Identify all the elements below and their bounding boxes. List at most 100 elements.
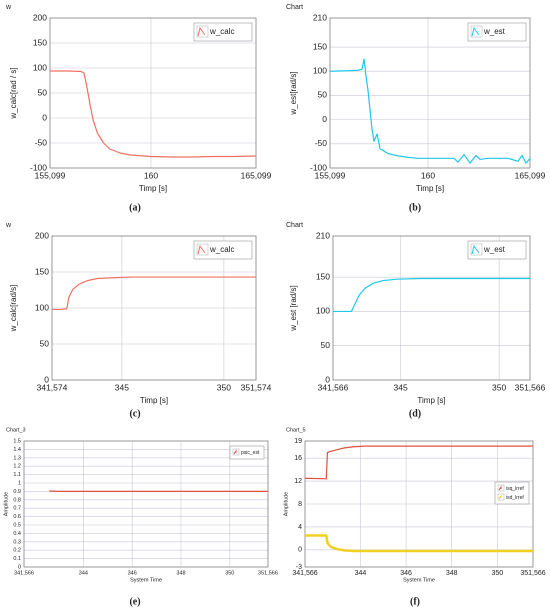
legend-label: w_est bbox=[483, 27, 506, 36]
y-tick-label: 0.4 bbox=[13, 531, 21, 537]
x-axis-label: Timp [s] bbox=[139, 184, 167, 193]
chart-panel: Chart_5 -3 0 4 8 12 16 19 341,566 344 346 348 350 351… bbox=[283, 427, 545, 607]
x-tick-label: 351,566 bbox=[258, 570, 278, 576]
x-tick-label: 155,099 bbox=[315, 170, 346, 180]
y-tick-label: 210 bbox=[313, 12, 327, 22]
chart-title: Chart_3 bbox=[6, 427, 26, 433]
y-tick-label: 50 bbox=[40, 338, 50, 348]
panel-caption: (b) bbox=[409, 202, 421, 213]
panel-caption: (a) bbox=[129, 202, 141, 213]
y-tick-label: 150 bbox=[33, 37, 47, 47]
chart-title: Chart bbox=[286, 222, 303, 229]
y-tick-label: 1.3 bbox=[13, 455, 21, 461]
legend-swatch bbox=[498, 494, 502, 500]
y-tick-label: 19 bbox=[294, 438, 302, 445]
y-tick-label: 0.7 bbox=[13, 506, 21, 512]
x-tick-label: 350 bbox=[225, 570, 234, 576]
legend: w_calc bbox=[193, 22, 253, 42]
x-tick-label: 350 bbox=[492, 382, 506, 392]
x-axis-label: Timp [s] bbox=[140, 396, 168, 405]
y-tick-label: 0.2 bbox=[13, 548, 21, 554]
legend: isq_lrref isd_lrref bbox=[494, 481, 530, 505]
x-tick-label: 345 bbox=[394, 382, 408, 392]
y-tick-label: 1.4 bbox=[13, 447, 21, 453]
x-axis-label: System Time bbox=[130, 577, 162, 583]
legend-label: psic_est bbox=[241, 450, 260, 456]
y-tick-label: 8 bbox=[298, 501, 302, 508]
y-tick-label: 210 bbox=[316, 230, 330, 240]
panel-caption: (d) bbox=[409, 408, 421, 419]
plot-frame bbox=[329, 17, 531, 169]
y-tick-label: 100 bbox=[33, 62, 47, 72]
y-tick-label: 0 bbox=[42, 112, 47, 122]
chart-title: w bbox=[5, 222, 12, 229]
series-line bbox=[304, 445, 533, 480]
legend-box bbox=[467, 22, 527, 42]
y-axis-label: Amplitude bbox=[283, 492, 289, 516]
y-tick-label: 1.5 bbox=[13, 438, 21, 444]
x-tick-label: 344 bbox=[355, 570, 367, 577]
x-tick-label: 160 bbox=[144, 170, 158, 180]
legend-swatch bbox=[197, 244, 206, 255]
x-tick-label: 341,566 bbox=[14, 570, 34, 576]
x-tick-label: 351,566 bbox=[520, 570, 545, 577]
x-tick-label: 351,574 bbox=[241, 382, 272, 392]
legend-box bbox=[193, 22, 253, 42]
chart-panel: w 0 50 100 150 200 341,574 345 350 351,574 Timp [s… bbox=[5, 222, 272, 419]
chart-panel: Chart_3 0 0.1 0.2 0.3 0.4 0.5 0.6 0.7 0.8 0.9 1 1.1 1… bbox=[3, 427, 277, 607]
y-axis-label: w_calc[rad / s] bbox=[9, 67, 18, 119]
chart-title: w bbox=[5, 4, 12, 11]
x-tick-label: 160 bbox=[421, 170, 435, 180]
y-tick-label: 100 bbox=[35, 302, 49, 312]
y-tick-label: 0.3 bbox=[13, 539, 21, 545]
plot-frame bbox=[304, 440, 534, 568]
x-tick-label: 348 bbox=[176, 570, 185, 576]
y-tick-label: 0.8 bbox=[13, 497, 21, 503]
x-tick-label: 344 bbox=[79, 570, 88, 576]
panel-caption: (c) bbox=[129, 408, 140, 419]
series-line bbox=[50, 70, 257, 158]
y-tick-label: 16 bbox=[294, 455, 302, 462]
y-tick-label: 0.9 bbox=[13, 489, 21, 495]
plot-frame bbox=[332, 235, 531, 381]
y-axis-label: w_calc[rad/s] bbox=[9, 285, 18, 333]
y-axis-label: w_est[rad/s] bbox=[289, 71, 298, 115]
y-tick-label: 50 bbox=[321, 340, 331, 350]
legend-box bbox=[193, 240, 253, 260]
legend-label: isq_lrref bbox=[506, 486, 524, 492]
y-tick-label: 100 bbox=[313, 65, 327, 75]
legend: psic_est bbox=[229, 445, 265, 460]
y-tick-label: 0 bbox=[18, 564, 21, 570]
series-line bbox=[305, 534, 533, 553]
x-tick-label: 341,566 bbox=[292, 570, 317, 577]
x-tick-label: 348 bbox=[446, 570, 458, 577]
series-line bbox=[333, 277, 530, 313]
plot-frame bbox=[23, 440, 269, 568]
legend-swatch bbox=[197, 26, 206, 37]
plot-frame bbox=[49, 17, 257, 169]
x-tick-label: 346 bbox=[400, 570, 412, 577]
x-tick-label: 155,099 bbox=[35, 170, 66, 180]
legend-box bbox=[467, 240, 527, 260]
chart-panel: Chart -100 -50 0 50 100 150 210 155,099 160 165,09… bbox=[286, 4, 546, 213]
y-tick-label: -100 bbox=[310, 162, 327, 172]
legend-label: isd_lrref bbox=[506, 495, 524, 501]
y-tick-label: 150 bbox=[35, 266, 49, 276]
y-tick-label: 0 bbox=[298, 547, 302, 554]
y-tick-label: -50 bbox=[315, 138, 328, 148]
chart-title: Chart_5 bbox=[286, 427, 306, 433]
legend-swatch bbox=[233, 449, 237, 455]
x-tick-label: 341,574 bbox=[37, 382, 68, 392]
series-line bbox=[52, 276, 256, 311]
y-tick-label: 1.2 bbox=[13, 464, 21, 470]
y-tick-label: 12 bbox=[294, 478, 302, 485]
x-tick-label: 341,566 bbox=[318, 382, 349, 392]
legend-label: w_est bbox=[483, 245, 506, 254]
y-tick-label: 0 bbox=[322, 114, 327, 124]
y-tick-label: -50 bbox=[35, 137, 48, 147]
x-tick-label: 165,099 bbox=[241, 170, 272, 180]
legend: w_calc bbox=[193, 240, 253, 260]
y-tick-label: 0.1 bbox=[13, 556, 21, 562]
x-axis-label: System Time bbox=[403, 577, 435, 583]
y-tick-label: 0.5 bbox=[13, 522, 21, 528]
